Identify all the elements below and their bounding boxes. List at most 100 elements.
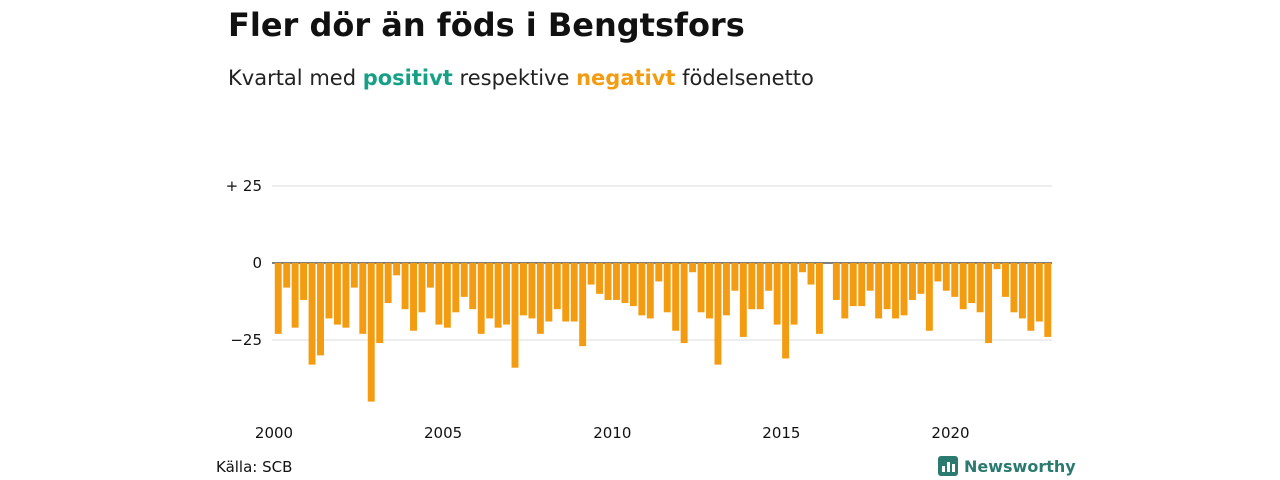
bar	[714, 263, 722, 365]
bar	[342, 263, 350, 328]
subtitle-suffix: födelsenetto	[682, 66, 814, 90]
bar	[562, 263, 570, 322]
y-tick-label: −25	[230, 331, 262, 349]
bar	[274, 263, 282, 334]
bar	[934, 263, 942, 282]
bar	[494, 263, 502, 328]
bar	[460, 263, 468, 297]
bar	[722, 263, 730, 316]
bar	[317, 263, 324, 356]
bar	[832, 263, 840, 300]
bar	[503, 263, 511, 325]
bar	[731, 263, 739, 291]
subtitle-prefix: Kvartal med	[228, 66, 357, 90]
bar	[477, 263, 485, 334]
brand-name: Newsworthy	[964, 456, 1076, 476]
bar	[401, 263, 409, 310]
bar	[613, 263, 620, 300]
bar	[520, 263, 527, 316]
bar	[1018, 263, 1026, 319]
bar	[638, 263, 646, 316]
x-tick-label: 2010	[593, 424, 631, 442]
bar	[545, 263, 553, 322]
bar	[773, 263, 781, 325]
bar	[426, 263, 434, 288]
bar	[469, 263, 477, 310]
bar	[350, 263, 358, 288]
bar	[384, 263, 392, 304]
bar	[909, 263, 916, 300]
bar	[570, 263, 578, 322]
bar	[993, 263, 1001, 270]
bar	[765, 263, 773, 291]
x-tick-label: 2005	[424, 424, 462, 442]
source-note: Källa: SCB	[216, 458, 293, 476]
bar	[308, 263, 316, 365]
bar	[892, 263, 900, 319]
bar	[697, 263, 705, 313]
bar	[672, 263, 680, 331]
bar	[782, 263, 790, 359]
subtitle-positive: positivt	[362, 66, 453, 90]
bar	[900, 263, 908, 316]
bar	[596, 263, 604, 294]
bar	[951, 263, 959, 297]
bar	[536, 263, 544, 334]
x-tick-label: 2000	[255, 424, 293, 442]
bar	[942, 263, 950, 291]
bar	[858, 263, 866, 307]
brand-logo: Newsworthy	[938, 456, 1076, 476]
bar	[629, 263, 637, 307]
bar	[528, 263, 536, 319]
bar	[325, 263, 333, 319]
bar	[418, 263, 426, 313]
subtitle-middle: respektive	[459, 66, 570, 90]
x-tick-label: 2020	[931, 424, 969, 442]
bar	[553, 263, 561, 310]
bar	[925, 263, 933, 331]
bar	[452, 263, 460, 313]
bar	[689, 263, 697, 273]
chart-subtitle: Kvartal med positivt respektive negativt…	[228, 66, 814, 90]
bar	[807, 263, 815, 285]
bar	[883, 263, 891, 310]
bar	[799, 263, 806, 273]
y-tick-label: + 25	[226, 177, 262, 195]
bar	[756, 263, 764, 310]
y-tick-label: 0	[252, 254, 262, 272]
bar	[1010, 263, 1018, 313]
bar	[443, 263, 451, 328]
bar	[706, 263, 713, 319]
bar	[739, 263, 747, 337]
bar	[815, 263, 823, 334]
bar	[367, 263, 375, 402]
bar	[511, 263, 519, 368]
chart-title: Fler dör än föds i Bengtsfors	[228, 6, 745, 44]
subtitle-negative: negativt	[576, 66, 676, 90]
bar	[587, 263, 595, 285]
bar	[1035, 263, 1043, 322]
bar	[680, 263, 688, 344]
bar	[866, 263, 874, 291]
x-tick-label: 2015	[762, 424, 800, 442]
bar	[655, 263, 663, 282]
bar	[985, 263, 993, 344]
bar	[663, 263, 671, 313]
bar	[333, 263, 341, 325]
bar	[486, 263, 494, 319]
bar	[1002, 263, 1009, 297]
bar	[917, 263, 925, 294]
bar	[849, 263, 857, 307]
bar	[579, 263, 587, 347]
bar	[300, 263, 308, 300]
bar	[959, 263, 967, 310]
bar	[841, 263, 849, 319]
bar	[968, 263, 976, 304]
bar	[435, 263, 443, 325]
axis-layer: + 25 0 −25 2000 2005 2010 2015 2020	[226, 177, 970, 442]
newsworthy-logo-icon	[938, 456, 958, 476]
bar	[646, 263, 654, 319]
bar	[875, 263, 883, 319]
bar	[410, 263, 417, 331]
